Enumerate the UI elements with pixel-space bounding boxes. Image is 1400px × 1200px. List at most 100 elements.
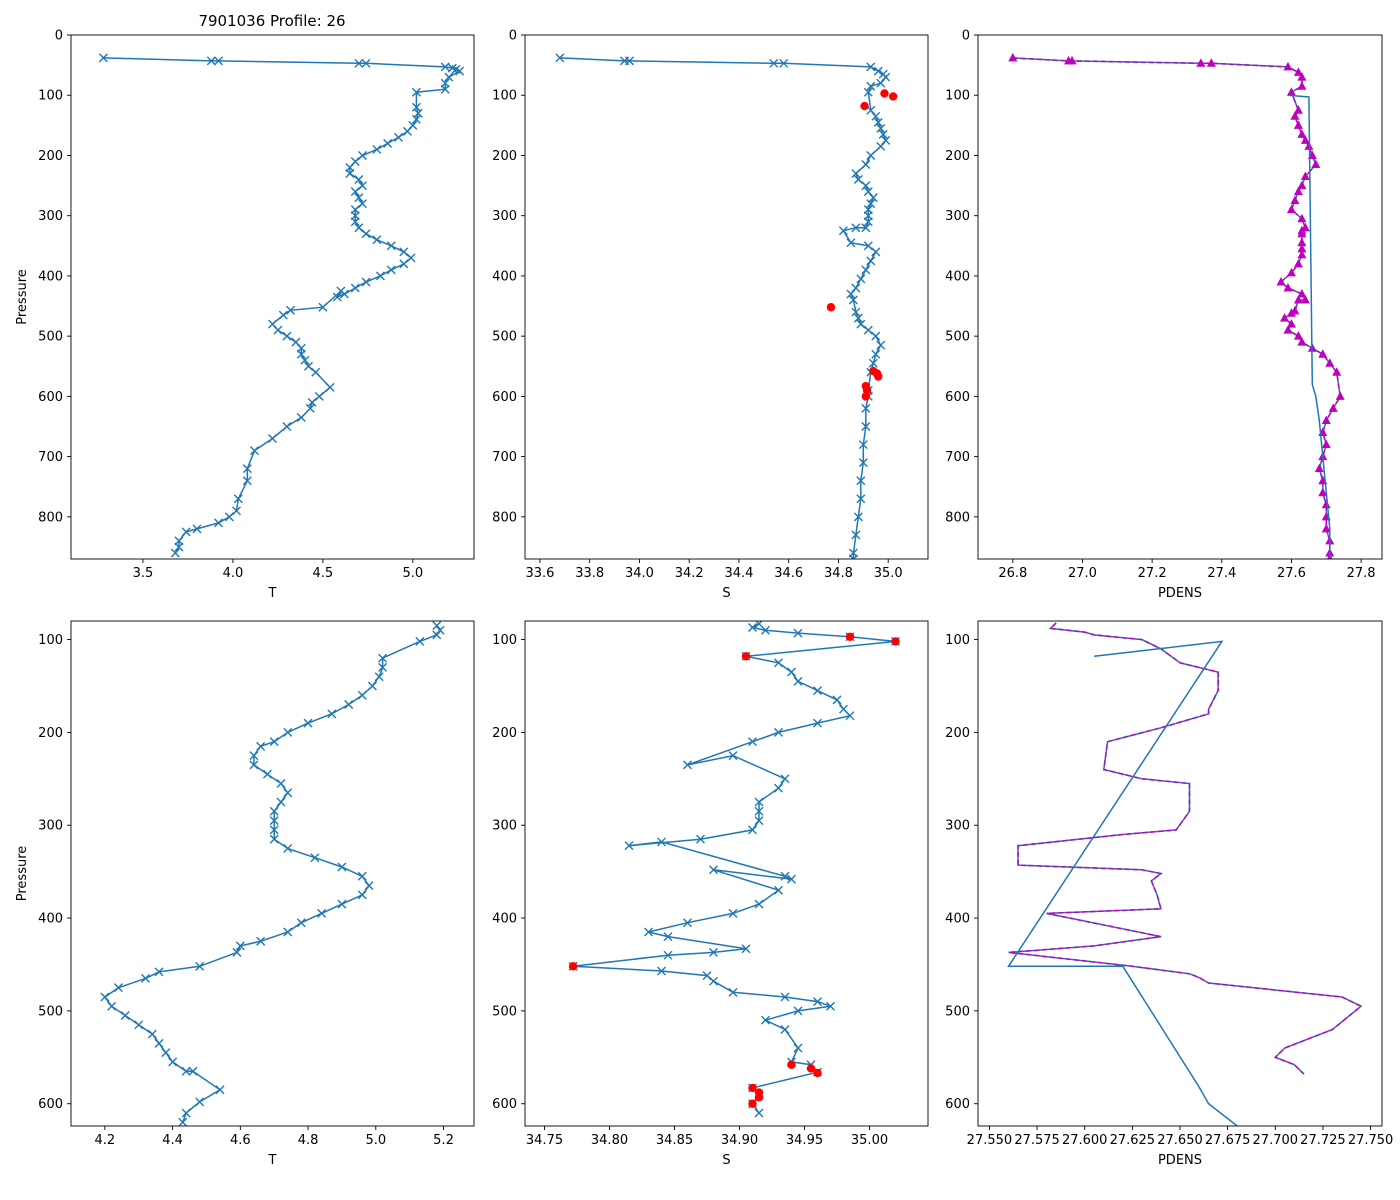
s-full-xtick-label: 33.6 bbox=[525, 566, 554, 581]
pdens-full-ytick-label: 700 bbox=[945, 450, 970, 465]
s-zoom-series-s-point bbox=[780, 871, 790, 881]
s-full-series-s-point bbox=[856, 319, 866, 329]
s-zoom-series-s-point bbox=[696, 834, 705, 844]
pdens-full-series-pdens-point bbox=[1008, 52, 1018, 62]
t-zoom-ytick-label: 100 bbox=[38, 633, 63, 648]
pdens-full-series-pdens-point bbox=[1297, 243, 1307, 253]
t-zoom-xtick-label: 4.6 bbox=[230, 1133, 251, 1148]
t-zoom-series-t-point bbox=[113, 983, 123, 993]
pdens-full-series-pdens-dash bbox=[1012, 57, 1341, 559]
t-full-series-t-point bbox=[98, 53, 108, 63]
s-full-series-s-point bbox=[851, 283, 861, 293]
t-zoom-series-t-point bbox=[367, 681, 377, 691]
pdens-full-xtick-label: 27.2 bbox=[1138, 566, 1167, 581]
s-full-series-s-qc-point bbox=[888, 92, 898, 101]
s-full-ytick-label: 700 bbox=[492, 450, 517, 465]
t-zoom-series-t-point bbox=[310, 853, 320, 863]
pdens-zoom-xtick-label: 27.600 bbox=[1062, 1133, 1108, 1148]
s-full-xtick-label: 35.0 bbox=[874, 566, 903, 581]
s-zoom-xtick-label: 35.00 bbox=[851, 1133, 888, 1148]
t-full-series-t-point bbox=[406, 253, 416, 263]
t-zoom-series-t-point bbox=[141, 973, 150, 983]
pdens-full-ytick-label: 800 bbox=[945, 510, 970, 525]
t-zoom-series-t-point bbox=[262, 769, 272, 779]
s-full-series-s-point bbox=[868, 193, 878, 203]
s-full-series-s-point bbox=[853, 313, 863, 323]
s-zoom-series-s-point bbox=[787, 874, 796, 884]
pdens-zoom-ytick-label: 100 bbox=[945, 633, 970, 648]
s-full-series-s-point bbox=[851, 307, 861, 317]
t-full-ylabel: Pressure bbox=[15, 269, 30, 325]
s-zoom-series-s-point bbox=[709, 865, 718, 875]
t-zoom-series-t-line bbox=[103, 625, 442, 1123]
s-full-series-s-point bbox=[851, 530, 861, 540]
s-full-series-s-point bbox=[846, 289, 856, 299]
s-full-series-s-point bbox=[861, 421, 871, 431]
t-zoom-series-t-point bbox=[357, 690, 367, 700]
t-full-ytick-label: 0 bbox=[55, 29, 63, 44]
pdens-zoom-series-pdens-line bbox=[1008, 622, 1363, 1075]
s-full-series-s-point bbox=[881, 135, 891, 145]
t-full-series-t-point bbox=[399, 247, 409, 257]
t-full-series-t-point bbox=[354, 58, 364, 68]
t-full-series-t-point bbox=[311, 367, 321, 377]
s-full-series-s-point bbox=[856, 476, 866, 486]
pdens-full-series-pdens-point bbox=[1335, 391, 1345, 400]
t-full-series-t-point bbox=[399, 259, 409, 269]
s-zoom-series-s-point bbox=[754, 797, 764, 807]
s-full-ytick-label: 800 bbox=[492, 510, 517, 525]
s-full-series-s-point bbox=[861, 265, 871, 275]
t-full-series-t-point bbox=[350, 187, 360, 197]
t-full-series-t-point bbox=[170, 548, 180, 558]
s-full-plot-area bbox=[555, 53, 898, 559]
t-zoom-series-t-point bbox=[181, 1108, 191, 1118]
s-zoom-ytick-label: 500 bbox=[492, 1004, 517, 1019]
pdens-full-series-pdens-point bbox=[1297, 249, 1307, 259]
t-full-series-t-point bbox=[224, 512, 234, 522]
s-full-series-s-point bbox=[873, 117, 883, 127]
t-full-series-t-point bbox=[357, 150, 367, 160]
s-zoom-series-s-point bbox=[754, 816, 764, 826]
t-full-series-t-point bbox=[214, 56, 224, 66]
pdens-full-series-pdens-point bbox=[1293, 120, 1303, 129]
t-zoom-series-t-point bbox=[256, 936, 266, 946]
s-zoom-ytick-label: 600 bbox=[492, 1097, 517, 1112]
s-zoom-xtick-label: 34.95 bbox=[786, 1133, 823, 1148]
s-zoom-series-s-point bbox=[793, 628, 803, 638]
s-full-xtick-label: 34.8 bbox=[824, 566, 853, 581]
pdens-zoom-xtick-label: 27.550 bbox=[967, 1133, 1013, 1148]
pdens-full-series-pdens-point bbox=[1293, 105, 1303, 114]
t-zoom-series-t-point bbox=[161, 1048, 171, 1058]
t-full-series-t-point bbox=[411, 114, 421, 124]
t-zoom-series-t-point bbox=[432, 621, 442, 631]
pdens-full-series-pdens-point bbox=[1321, 415, 1331, 424]
s-full-series-s-point bbox=[866, 81, 876, 91]
t-zoom-frame bbox=[70, 620, 475, 1127]
t-full-xlabel: T bbox=[268, 586, 277, 601]
t-zoom-series-t-point bbox=[415, 636, 425, 646]
pdens-zoom-xtick-label: 27.650 bbox=[1157, 1133, 1203, 1148]
s-zoom-series-s-point bbox=[754, 806, 764, 816]
t-full-series-t-point bbox=[372, 235, 382, 245]
pdens-full-xtick-label: 27.6 bbox=[1277, 566, 1306, 581]
t-full-series-t-point bbox=[413, 108, 423, 118]
s-full-series-s-point bbox=[861, 159, 871, 169]
t-full-series-t-point bbox=[375, 271, 385, 281]
pdens-full-series-pdens-point bbox=[1206, 58, 1216, 67]
pdens-zoom-series-pdens-dash bbox=[1008, 622, 1363, 1075]
t-full-series-t-point bbox=[361, 229, 371, 239]
pdens-full-series-pdens-point bbox=[1300, 171, 1310, 181]
t-zoom-series-t-point bbox=[303, 718, 313, 728]
pdens-full-ytick-label: 500 bbox=[945, 330, 970, 345]
t-full-series-t-point bbox=[383, 138, 393, 148]
s-full-xtick-label: 34.2 bbox=[675, 566, 704, 581]
t-full-xtick-label: 4.0 bbox=[223, 566, 244, 581]
pdens-full-series-pdens-point bbox=[1276, 276, 1286, 286]
s-full-series-s-point bbox=[769, 58, 779, 68]
s-full-xtick-label: 33.8 bbox=[575, 566, 604, 581]
t-zoom-ytick-label: 600 bbox=[38, 1097, 63, 1112]
s-zoom-series-s-qc-point bbox=[787, 1060, 796, 1069]
s-zoom-series-s-point bbox=[793, 1006, 803, 1016]
s-full-series-s-point bbox=[871, 349, 881, 359]
s-zoom-series-s-point bbox=[780, 992, 790, 1002]
